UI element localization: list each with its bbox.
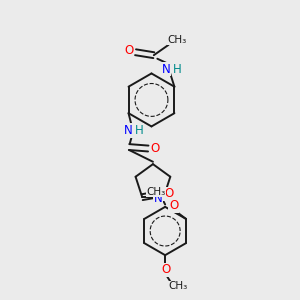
Text: O: O bbox=[150, 142, 159, 155]
Text: N: N bbox=[124, 124, 133, 137]
Text: O: O bbox=[161, 263, 170, 276]
Text: O: O bbox=[124, 44, 134, 57]
Text: O: O bbox=[164, 187, 173, 200]
Text: N: N bbox=[153, 192, 162, 206]
Text: CH₃: CH₃ bbox=[168, 281, 187, 291]
Text: H: H bbox=[173, 63, 182, 76]
Text: CH₃: CH₃ bbox=[167, 34, 186, 45]
Text: CH₃: CH₃ bbox=[146, 187, 166, 197]
Text: O: O bbox=[169, 200, 178, 212]
Text: H: H bbox=[135, 124, 144, 137]
Text: N: N bbox=[162, 63, 171, 76]
